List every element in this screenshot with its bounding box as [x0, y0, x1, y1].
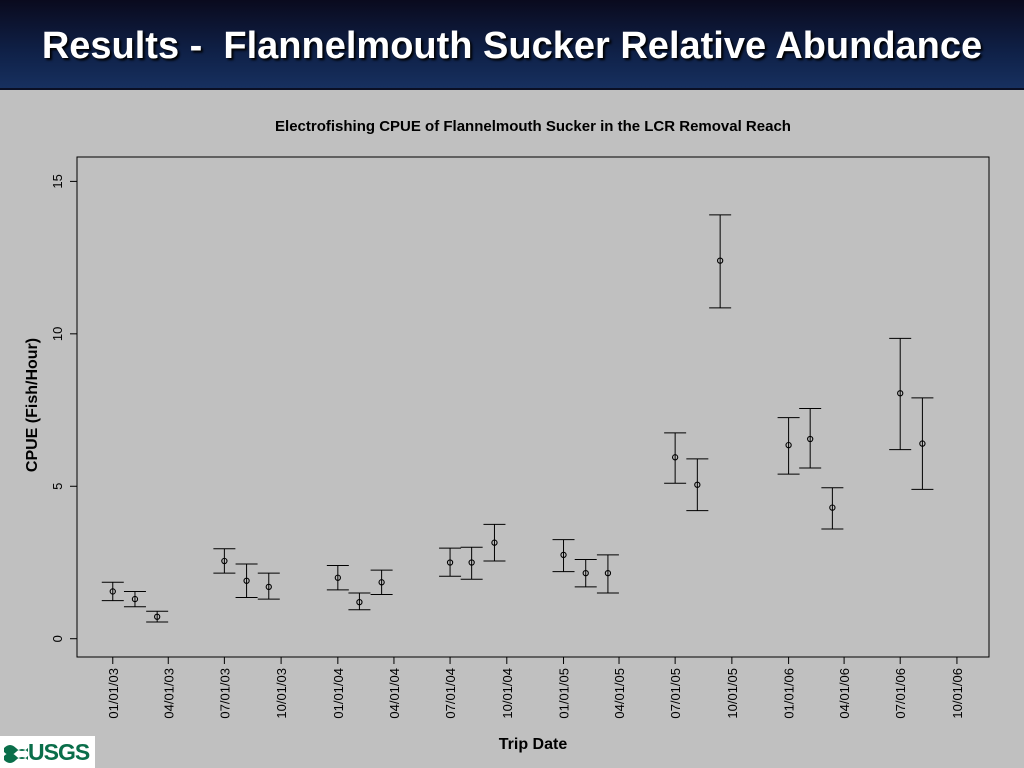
- data-point: [897, 390, 904, 397]
- data-point: [221, 557, 228, 565]
- data-point: [671, 454, 679, 461]
- x-tick-label: 01/01/03: [106, 668, 121, 719]
- x-tick-label: 04/01/05: [612, 668, 627, 719]
- data-point: [604, 570, 612, 577]
- data-point: [468, 559, 475, 566]
- x-tick-label: 10/01/04: [500, 668, 515, 719]
- data-point: [378, 579, 385, 586]
- data-point-group: [574, 558, 597, 588]
- data-point-group: [370, 569, 393, 595]
- data-point: [829, 504, 836, 511]
- x-tick-label: 10/01/05: [725, 668, 740, 719]
- x-tick-label: 01/01/05: [557, 668, 572, 719]
- data-point: [716, 257, 724, 264]
- x-tick-label: 01/01/06: [782, 668, 797, 719]
- data-point: [560, 551, 567, 559]
- data-point-group: [552, 539, 575, 573]
- data-point-group: [483, 523, 506, 562]
- data-point: [785, 441, 792, 449]
- data-point-group: [101, 581, 124, 602]
- data-point: [582, 570, 589, 577]
- logo-text: USGS: [28, 739, 90, 765]
- x-axis-label: Trip Date: [499, 736, 568, 753]
- x-tick-label: 04/01/04: [387, 668, 402, 719]
- data-point-group: [257, 572, 280, 600]
- data-point: [356, 598, 363, 606]
- usgs-wave-icon: [4, 745, 28, 763]
- data-point: [491, 539, 498, 546]
- x-tick-label: 10/01/06: [950, 668, 965, 719]
- data-point-group: [686, 458, 709, 512]
- data-point: [919, 440, 926, 447]
- plot-frame: [76, 156, 990, 658]
- x-tick-label: 01/01/04: [331, 668, 346, 719]
- x-tick-label: 07/01/03: [217, 668, 232, 719]
- data-point: [265, 583, 272, 591]
- x-tick-label: 07/01/04: [443, 668, 458, 719]
- y-tick-label: 5: [50, 483, 65, 490]
- data-point-group: [123, 590, 146, 608]
- data-point-group: [235, 563, 258, 599]
- x-tick-label: 07/01/05: [668, 668, 683, 719]
- data-point: [446, 559, 454, 566]
- y-tick-label: 10: [50, 327, 65, 341]
- x-tick-label: 10/01/03: [274, 668, 289, 719]
- y-tick-label: 15: [50, 174, 65, 188]
- x-tick-label: 04/01/06: [837, 668, 852, 719]
- y-tick-label: 0: [50, 635, 65, 642]
- data-point: [334, 574, 341, 581]
- data-point-group: [326, 565, 349, 591]
- data-series: [101, 214, 934, 623]
- data-point: [154, 613, 161, 620]
- data-point: [131, 595, 139, 603]
- slide-title: Results - Flannelmouth Sucker Relative A…: [41, 25, 983, 67]
- data-point: [807, 435, 814, 443]
- data-point-group: [911, 397, 934, 490]
- data-point-group: [777, 417, 800, 475]
- y-axis-label: CPUE (Fish/Hour): [24, 338, 41, 472]
- data-point-group: [460, 546, 483, 580]
- data-point: [109, 588, 116, 595]
- data-point-group: [664, 432, 687, 484]
- data-point-group: [596, 554, 619, 594]
- data-point-group: [799, 408, 822, 469]
- usgs-logo: USGS: [0, 736, 95, 768]
- data-point: [694, 481, 701, 488]
- data-point-group: [213, 548, 236, 574]
- data-point-group: [146, 610, 169, 623]
- chart-title: Electrofishing CPUE of Flannelmouth Suck…: [275, 118, 791, 135]
- x-axis: 01/01/03 04/01/03 07/01/03 10/01/03 01/01/04…: [106, 657, 965, 719]
- data-point-group: [348, 592, 371, 611]
- x-tick-label: 07/01/06: [893, 668, 908, 719]
- slide-header: Results - Flannelmouth Sucker Relative A…: [0, 0, 1024, 90]
- x-tick-label: 04/01/03: [161, 668, 176, 719]
- data-point: [243, 577, 250, 584]
- data-point-group: [889, 337, 912, 451]
- data-point-group: [439, 547, 462, 577]
- data-point-group: [821, 487, 844, 530]
- data-point-group: [709, 214, 732, 309]
- y-axis: 0 5 10 15: [50, 174, 77, 642]
